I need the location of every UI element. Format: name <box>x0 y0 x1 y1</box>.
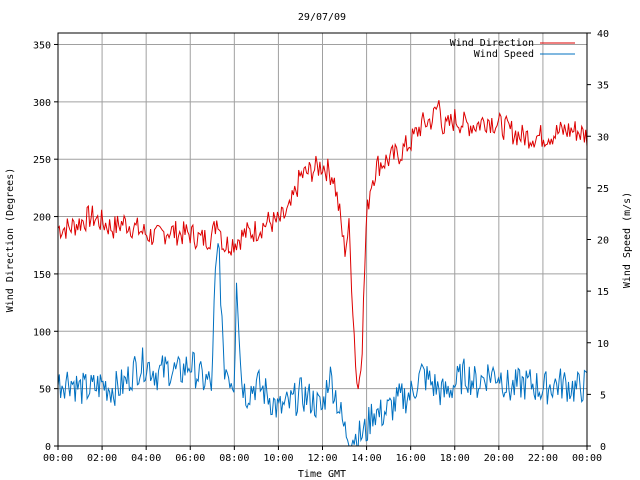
chart-title: 29/07/09 <box>298 12 346 23</box>
grid <box>58 33 587 446</box>
y-left-tick-label: 0 <box>45 442 51 453</box>
x-tick-label: 08:00 <box>219 453 249 464</box>
y-right-tick-label: 30 <box>597 132 609 143</box>
y-right-tick-label: 0 <box>600 442 606 453</box>
y-left-tick-label: 200 <box>33 213 51 224</box>
x-axis-title: Time GMT <box>298 469 346 480</box>
y-right-tick-label: 15 <box>597 287 609 298</box>
y-left-tick-label: 50 <box>39 385 51 396</box>
legend: Wind Direction Wind Speed <box>450 38 575 60</box>
x-tick-label: 00:00 <box>572 453 602 464</box>
x-tick-label: 04:00 <box>131 453 161 464</box>
legend-label-wind-direction: Wind Direction <box>450 38 534 49</box>
x-tick-label: 16:00 <box>396 453 426 464</box>
x-tick-label: 20:00 <box>484 453 514 464</box>
ticks: 00:00 02:00 04:00 06:00 08:00 10:00 12:00 14:00… <box>33 29 609 464</box>
y-left-tick-label: 150 <box>33 270 51 281</box>
y-right-tick-label: 40 <box>597 29 609 40</box>
x-tick-label: 14:00 <box>352 453 382 464</box>
y-right-tick-label: 25 <box>597 184 609 195</box>
x-tick-label: 02:00 <box>87 453 117 464</box>
x-tick-label: 06:00 <box>175 453 205 464</box>
right-axis-title: Wind Speed (m/s) <box>622 192 633 288</box>
y-right-tick-label: 35 <box>597 81 609 92</box>
x-tick-label: 22:00 <box>528 453 558 464</box>
y-left-tick-label: 350 <box>33 40 51 51</box>
series-wind-speed-line <box>57 243 588 447</box>
y-right-tick-label: 10 <box>597 339 609 350</box>
x-tick-label: 10:00 <box>263 453 293 464</box>
x-tick-label: 18:00 <box>440 453 470 464</box>
left-axis-title: Wind Direction (Degrees) <box>5 168 16 313</box>
series-wind-direction-line <box>57 100 588 390</box>
y-right-tick-label: 20 <box>597 236 609 247</box>
y-right-tick-label: 5 <box>600 390 606 401</box>
y-left-tick-label: 250 <box>33 155 51 166</box>
series-layer <box>57 100 588 447</box>
x-tick-label: 12:00 <box>307 453 337 464</box>
legend-label-wind-speed: Wind Speed <box>474 49 534 60</box>
y-left-tick-label: 300 <box>33 98 51 109</box>
x-tick-label: 00:00 <box>43 453 73 464</box>
y-left-tick-label: 100 <box>33 327 51 338</box>
